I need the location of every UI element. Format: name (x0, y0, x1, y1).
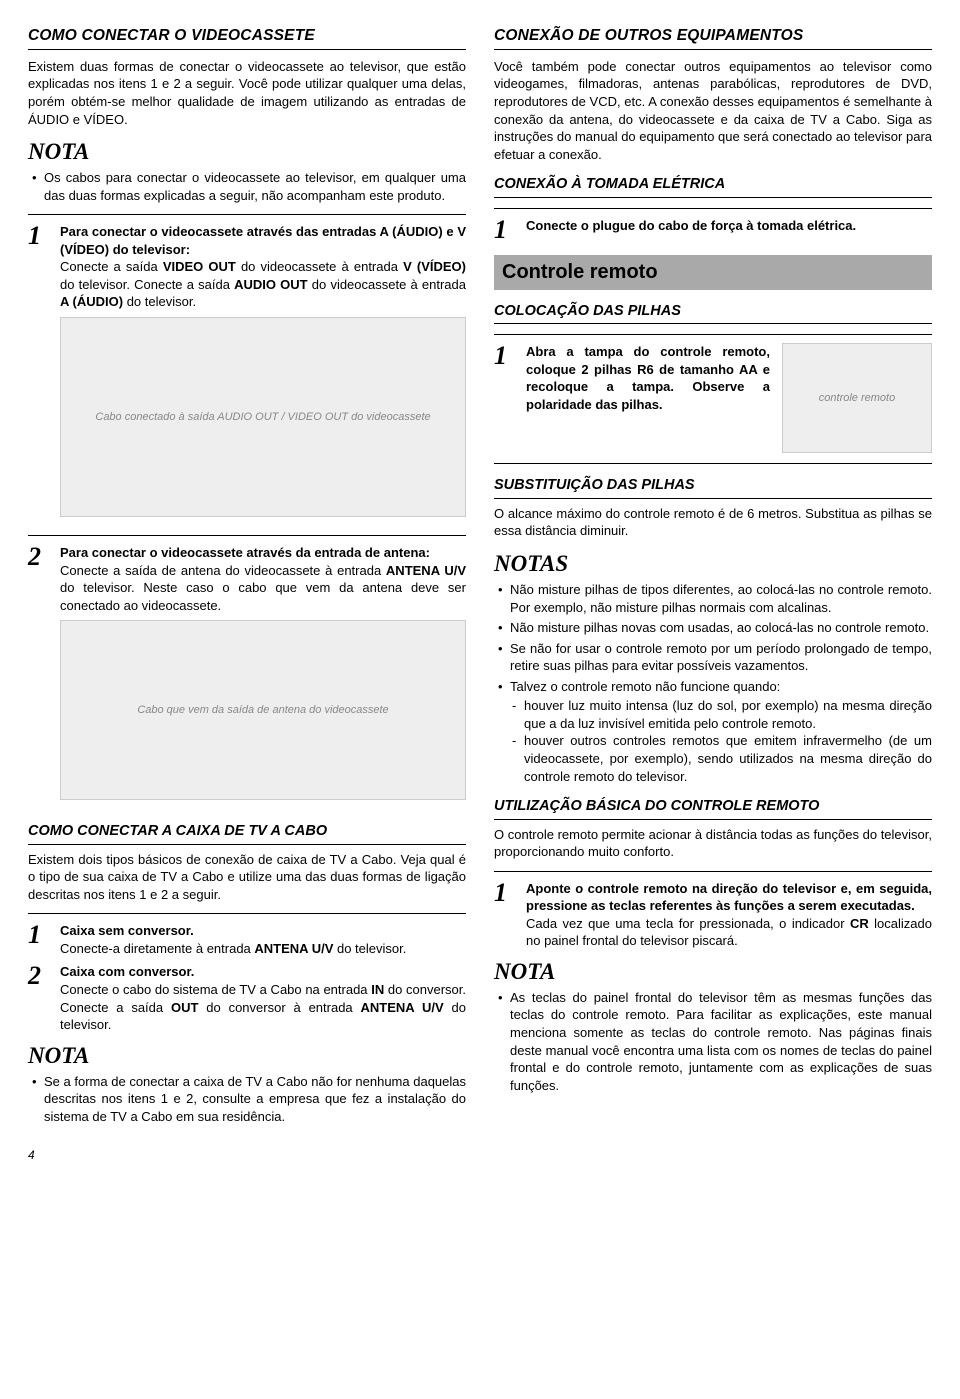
notas-item-text: Talvez o controle remoto não funcione qu… (510, 679, 780, 694)
notas-subitem: houver outros controles remotos que emit… (510, 732, 932, 785)
step-number: 1 (494, 217, 516, 243)
notas-sublist: houver luz muito intensa (luz do sol, po… (510, 697, 932, 785)
separator (28, 913, 466, 914)
step-lead: Para conectar o videocassete através das… (60, 224, 466, 257)
step-body: Caixa sem conversor. Conecte-a diretamen… (60, 922, 466, 957)
nota1-label: NOTA (28, 136, 466, 167)
step-body: Para conectar o videocassete através das… (60, 223, 466, 525)
step-number: 1 (494, 880, 516, 950)
power-step-1: 1 Conecte o plugue do cabo de força à to… (494, 217, 932, 243)
step-text: Conecte o cabo do sistema de TV a Cabo n… (60, 982, 466, 1032)
battery-replace-text: O alcance máximo do controle remoto é de… (494, 505, 932, 540)
heading-remote-usage: UTILIZAÇÃO BÁSICA DO CONTROLE REMOTO (494, 797, 932, 820)
remote-step-1: 1 Aponte o controle remoto na direção do… (494, 880, 932, 950)
step-number: 1 (494, 343, 516, 453)
step-lead: Caixa sem conversor. (60, 923, 194, 938)
step-lead: Conecte o plugue do cabo de força à toma… (526, 218, 856, 233)
separator (28, 214, 466, 215)
step-text: Cada vez que uma tecla for pressionada, … (526, 916, 932, 949)
notas-list: Não misture pilhas de tipos diferentes, … (494, 581, 932, 785)
notas-item: Se não for usar o controle remoto por um… (494, 640, 932, 675)
separator (494, 871, 932, 872)
step-number: 1 (28, 223, 50, 525)
vcr-step-2: 2 Para conectar o videocassete através d… (28, 544, 466, 810)
left-column: COMO CONECTAR O VIDEOCASSETE Existem dua… (28, 20, 466, 1133)
separator (28, 535, 466, 536)
step-body: Abra a tampa do controle remoto, coloque… (526, 343, 932, 453)
vcr-step-1: 1 Para conectar o videocassete através d… (28, 223, 466, 525)
notas-item: Não misture pilhas de tipos diferentes, … (494, 581, 932, 616)
nota2-list: Se a forma de conectar a caixa de TV a C… (28, 1073, 466, 1126)
heading-battery-install: COLOCAÇÃO DAS PILHAS (494, 302, 932, 325)
vcr-connection-image-2: Cabo que vem da saída de antena do video… (60, 620, 466, 800)
step-number: 1 (28, 922, 50, 957)
step-body: Caixa com conversor. Conecte o cabo do s… (60, 963, 466, 1033)
heading-cable: COMO CONECTAR A CAIXA DE TV A CABO (28, 822, 466, 845)
battery-step-1: 1 Abra a tampa do controle remoto, coloq… (494, 343, 932, 453)
cable-step-2: 2 Caixa com conversor. Conecte o cabo do… (28, 963, 466, 1033)
heading-power: CONEXÃO À TOMADA ELÉTRICA (494, 175, 932, 198)
notas-item: Talvez o controle remoto não funcione qu… (494, 678, 932, 785)
heading-vcr: COMO CONECTAR O VIDEOCASSETE (28, 26, 466, 50)
step-number: 2 (28, 544, 50, 810)
cable-step-1: 1 Caixa sem conversor. Conecte-a diretam… (28, 922, 466, 957)
notas-item: Não misture pilhas novas com usadas, ao … (494, 619, 932, 637)
step-lead: Para conectar o videocassete através da … (60, 545, 430, 560)
step-text: Conecte-a diretamente à entrada ANTENA U… (60, 941, 406, 956)
nota2-label: NOTA (28, 1040, 466, 1071)
notas-subitem: houver luz muito intensa (luz do sol, po… (510, 697, 932, 732)
heading-other-equip: CONEXÃO DE OUTROS EQUIPAMENTOS (494, 26, 932, 50)
other-equip-text: Você também pode conectar outros equipam… (494, 58, 932, 163)
nota3-label: NOTA (494, 956, 932, 987)
step-body: Para conectar o videocassete através da … (60, 544, 466, 810)
page-number: 4 (28, 1147, 932, 1163)
nota1-list: Os cabos para conectar o videocassete ao… (28, 169, 466, 204)
step-body: Conecte o plugue do cabo de força à toma… (526, 217, 932, 243)
vcr-connection-image-1: Cabo conectado à saída AUDIO OUT / VIDEO… (60, 317, 466, 517)
step-body: Aponte o controle remoto na direção do t… (526, 880, 932, 950)
step-lead: Aponte o controle remoto na direção do t… (526, 881, 932, 914)
nota3-item: As teclas do painel frontal do televisor… (494, 989, 932, 1094)
nota1-item: Os cabos para conectar o videocassete ao… (28, 169, 466, 204)
notas-label: NOTAS (494, 548, 932, 579)
remote-image: controle remoto (782, 343, 932, 453)
cable-intro: Existem dois tipos básicos de conexão de… (28, 851, 466, 904)
separator (494, 463, 932, 464)
separator (494, 334, 932, 335)
remote-usage-text: O controle remoto permite acionar à dist… (494, 826, 932, 861)
step-lead: Caixa com conversor. (60, 964, 194, 979)
vcr-intro: Existem duas formas de conectar o videoc… (28, 58, 466, 128)
heading-battery-replace: SUBSTITUIÇÃO DAS PILHAS (494, 476, 932, 499)
step-text: Conecte a saída de antena do videocasset… (60, 563, 466, 613)
nota2-item: Se a forma de conectar a caixa de TV a C… (28, 1073, 466, 1126)
step-text: Conecte a saída VIDEO OUT do videocasset… (60, 259, 466, 309)
right-column: CONEXÃO DE OUTROS EQUIPAMENTOS Você tamb… (494, 20, 932, 1133)
nota3-list: As teclas do painel frontal do televisor… (494, 989, 932, 1094)
step-number: 2 (28, 963, 50, 1033)
section-bar-remote: Controle remoto (494, 255, 932, 290)
separator (494, 208, 932, 209)
step-lead: Abra a tampa do controle remoto, coloque… (526, 343, 770, 413)
